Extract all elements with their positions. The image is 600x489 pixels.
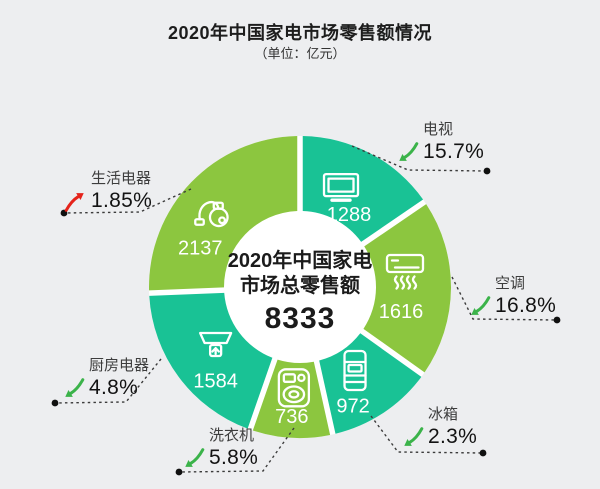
callout-category-label: 冰箱 [428, 406, 459, 423]
leader-line-washer [178, 427, 295, 473]
chart-title: 2020年中国家电市场零售额情况 [167, 23, 433, 43]
trend-down-icon [404, 426, 424, 446]
leader-line-kitchen [54, 358, 162, 404]
callout-fridge: 冰箱 2.3% [401, 406, 477, 449]
chart-unit-subtitle: （单位：亿元） [254, 46, 346, 61]
leader-line-ac [451, 276, 558, 321]
callout-category-label: 洗衣机 [209, 427, 255, 444]
slice-value: 1584 [193, 371, 238, 393]
callout-category-label: 电视 [423, 121, 454, 138]
trend-down-icon [471, 295, 491, 315]
callout-category-label: 空调 [495, 275, 526, 292]
leader-dot-washer [175, 468, 183, 476]
slice-value: 1616 [379, 301, 424, 323]
slice-value: 2137 [178, 237, 223, 259]
callout-ac: 空调 16.8% [468, 275, 556, 318]
callout-washer: 洗衣机 5.8% [182, 427, 258, 470]
tv-icon [322, 172, 360, 202]
leader-dot-life [60, 209, 68, 217]
callout-category-label: 厨房电器 [89, 357, 150, 374]
slice-value: 972 [336, 396, 369, 418]
callout-change-pct: 16.8% [495, 294, 557, 317]
slice-tv [302, 136, 424, 242]
air-conditioner-icon [385, 253, 425, 290]
leader-dot-kitchen [51, 399, 59, 407]
callout-category-label: 生活电器 [91, 170, 152, 187]
washing-machine-icon [277, 368, 311, 408]
callout-tv: 电视 15.7% [396, 121, 484, 164]
trend-down-icon [185, 447, 205, 467]
range-hood-icon [198, 331, 233, 358]
callout-change-pct: 4.8% [89, 376, 139, 399]
vacuum-cleaner-icon [194, 200, 229, 228]
callout-kitchen: 厨房电器 4.8% [62, 357, 149, 400]
slice-value: 1288 [327, 204, 372, 226]
trend-up-icon [64, 192, 84, 212]
callout-change-pct: 2.3% [428, 425, 478, 448]
slice-life [149, 136, 298, 291]
slice-ac [363, 204, 452, 373]
callout-change-pct: 15.7% [423, 140, 485, 163]
fridge-icon [343, 349, 367, 392]
callout-change-pct: 1.85% [91, 189, 153, 212]
leader-dot-ac [553, 316, 561, 324]
leader-line-life [63, 188, 192, 214]
slice-value: 736 [275, 406, 308, 428]
trend-down-icon [399, 141, 419, 161]
slice-kitchen [149, 292, 273, 429]
leader-dot-tv [483, 167, 491, 175]
trend-down-icon [65, 377, 85, 397]
callout-change-pct: 5.8% [209, 446, 259, 469]
leader-dot-fridge [479, 449, 487, 457]
callout-life: 生活电器 1.85% [64, 170, 152, 213]
slice-washer [252, 359, 331, 438]
